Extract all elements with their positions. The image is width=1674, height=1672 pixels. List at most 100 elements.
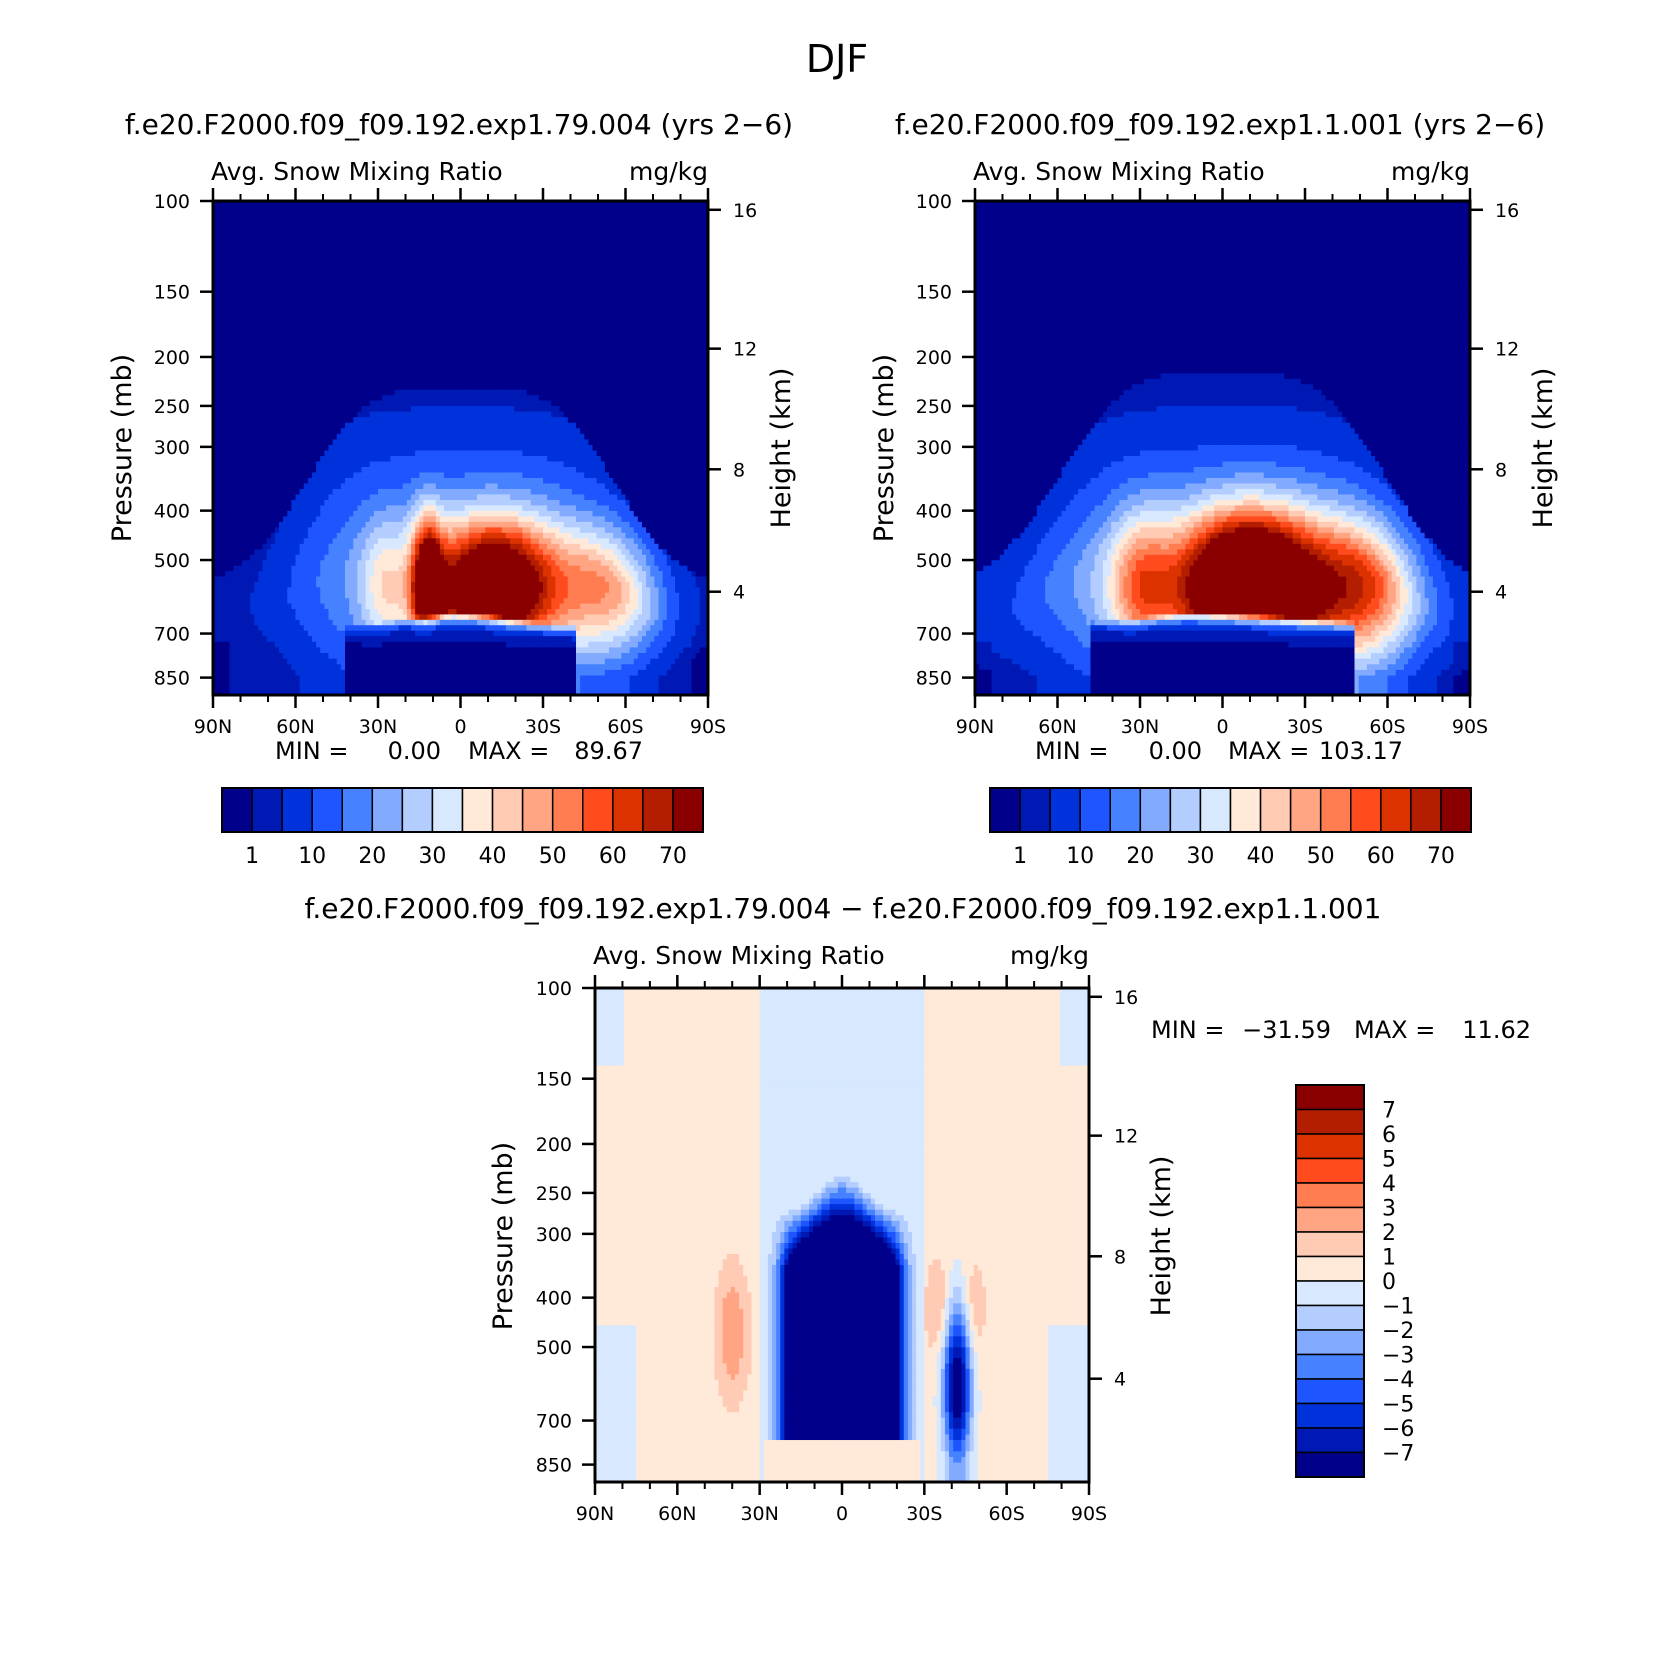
contour-cell (349, 212, 354, 219)
contour-cell (559, 267, 565, 274)
contour-cell (703, 312, 709, 319)
contour-cell (514, 295, 519, 302)
contour-cell (270, 228, 276, 235)
contour-cell (555, 367, 561, 375)
contour-cell (439, 239, 445, 246)
contour-cell (361, 323, 367, 330)
contour-cell (320, 351, 325, 358)
contour-cell (217, 239, 222, 246)
contour-cell (691, 267, 697, 274)
contour-cell (213, 245, 218, 252)
contour-cell (316, 428, 321, 435)
contour-cell (662, 212, 668, 219)
contour-cell (431, 201, 437, 208)
contour-cell (617, 340, 622, 347)
contour-cell (596, 373, 602, 380)
contour-cell (369, 278, 375, 285)
contour-cell (345, 206, 350, 213)
contour-cell (633, 295, 639, 302)
contour-cell (687, 417, 693, 424)
contour-cell (316, 278, 321, 285)
contour-cell (691, 228, 697, 235)
contour-cell (378, 206, 383, 213)
contour-cell (468, 389, 474, 396)
contour-cell (650, 300, 655, 308)
contour-cell (675, 278, 680, 285)
contour-cell (295, 239, 301, 246)
contour-cell (464, 323, 470, 330)
contour-cell (386, 329, 391, 336)
contour-cell (460, 267, 466, 274)
contour-cell (621, 323, 627, 330)
contour-cell (642, 300, 647, 308)
contour-cell (373, 357, 379, 364)
contour-cell (402, 329, 408, 336)
contour-cell (316, 284, 321, 291)
contour-cell (460, 212, 466, 219)
contour-cell (258, 367, 264, 375)
contour-cell (411, 312, 416, 319)
contour-cell (353, 234, 358, 241)
contour-cell (633, 384, 639, 391)
contour-cell (526, 373, 532, 380)
contour-cell (683, 317, 688, 324)
contour-cell (365, 245, 371, 252)
contour-cell (452, 362, 457, 369)
contour-cell (312, 428, 317, 435)
contour-cell (600, 367, 606, 375)
contour-cell (551, 345, 556, 353)
contour-cell (687, 384, 693, 391)
contour-cell (567, 267, 573, 274)
contour-cell (312, 245, 317, 252)
contour-cell (361, 406, 367, 413)
contour-cell (283, 228, 288, 235)
contour-cell (477, 351, 482, 358)
contour-cell (497, 378, 503, 385)
contour-cell (654, 329, 660, 336)
contour-cell (497, 334, 503, 341)
contour-cell (464, 400, 470, 407)
contour-cell (439, 289, 445, 296)
contour-cell (291, 389, 297, 396)
contour-cell (402, 261, 408, 269)
contour-cell (345, 323, 350, 330)
contour-cell (250, 273, 255, 280)
contour-cell (551, 417, 556, 424)
contour-cell (621, 201, 627, 208)
contour-cell (394, 323, 400, 330)
contour-cell (435, 289, 441, 296)
contour-cell (221, 261, 226, 269)
contour-cell (365, 201, 371, 208)
contour-cell (559, 417, 565, 424)
contour-cell (538, 212, 544, 219)
contour-cell (588, 278, 594, 285)
contour-cell (497, 201, 503, 208)
contour-cell (386, 340, 391, 347)
contour-cell (493, 400, 499, 407)
contour-cell (456, 378, 462, 385)
contour-cell (571, 245, 577, 252)
contour-cell (320, 395, 325, 402)
contour-cell (596, 400, 602, 407)
contour-cell (703, 295, 709, 302)
contour-cell (439, 245, 445, 252)
contour-cell (526, 245, 532, 252)
contour-cell (340, 201, 346, 208)
contour-cell (600, 245, 606, 252)
contour-cell (250, 284, 255, 291)
contour-cell (373, 334, 379, 341)
contour-cell (423, 357, 429, 364)
contour-cell (592, 261, 598, 269)
contour-cell (551, 351, 556, 358)
contour-cell (254, 351, 259, 358)
contour-cell (266, 367, 272, 375)
contour-cell (229, 206, 235, 213)
contour-cell (328, 340, 334, 347)
contour-cell (505, 422, 511, 429)
contour-cell (600, 261, 606, 269)
contour-cell (679, 306, 684, 313)
contour-cell (274, 417, 280, 424)
contour-cell (679, 406, 684, 413)
contour-cell (592, 340, 598, 347)
contour-cell (258, 384, 264, 391)
